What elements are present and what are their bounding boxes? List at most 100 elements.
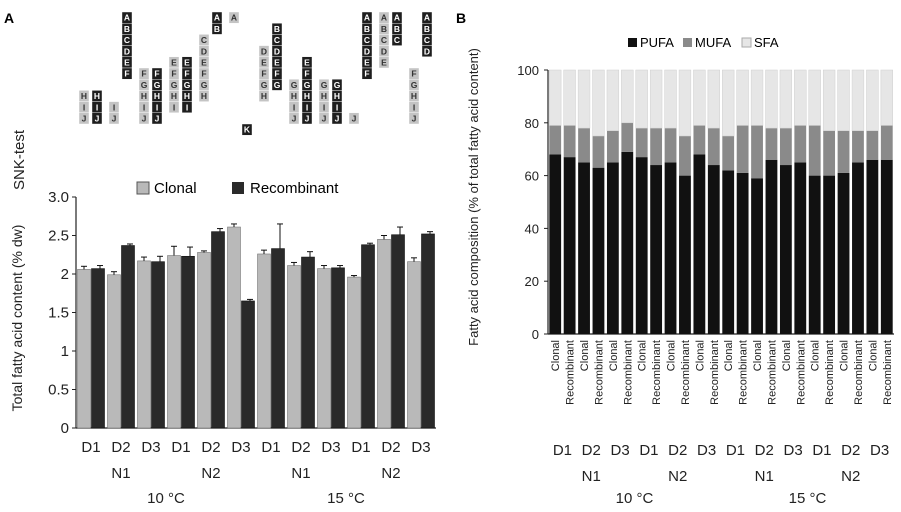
bar-recombinant: [301, 256, 315, 429]
bar-pufa: [765, 159, 778, 334]
snk-letter: C: [364, 35, 370, 45]
snk-letter: F: [261, 69, 266, 79]
snk-letter: B: [214, 24, 220, 34]
d-label-b: D1: [553, 442, 572, 459]
bar-mufa: [736, 125, 749, 173]
snk-letter: B: [274, 24, 280, 34]
snk-letter: I: [83, 102, 85, 112]
snk-letter: C: [394, 35, 400, 45]
bar-pufa: [592, 167, 605, 334]
d-label-b: D3: [783, 442, 802, 459]
bar-pufa: [779, 165, 792, 334]
snk-letter: H: [411, 91, 417, 101]
snk-letter: E: [184, 58, 190, 68]
legend-pufa-label: PUFA: [640, 35, 674, 50]
bar-pufa: [650, 165, 663, 334]
snk-letter: B: [424, 24, 430, 34]
snk-letter: G: [304, 80, 311, 90]
x-tick-label-b: Clonal: [810, 340, 822, 371]
bar-sfa: [649, 69, 663, 129]
snk-letter: A: [124, 13, 130, 23]
y-tick-label-a: 2: [61, 266, 69, 283]
snk-letter: F: [274, 69, 279, 79]
snk-cell: [228, 11, 240, 24]
snk-letter: E: [261, 58, 267, 68]
snk-letter: I: [293, 102, 295, 112]
snk-letter: I: [336, 102, 338, 112]
y-tick-label-b: 100: [517, 63, 539, 78]
bar-mufa: [837, 130, 850, 173]
snk-letter: E: [124, 58, 130, 68]
y-tick-label-b: 0: [532, 327, 539, 342]
d-label-b: D3: [870, 442, 889, 459]
bar-pufa: [736, 172, 749, 334]
bar-mufa: [751, 125, 763, 179]
n-label-b: N2: [668, 468, 687, 485]
bar-pufa: [679, 175, 691, 334]
snk-letter: J: [82, 114, 87, 124]
x-tick-label-b: Recombinant: [824, 340, 836, 405]
x-tick-label-b: Recombinant: [651, 340, 663, 405]
snk-letter: E: [381, 58, 387, 68]
bar-clonal: [167, 255, 181, 429]
snk-letter: A: [424, 13, 430, 23]
x-tick-label-a: D3: [321, 439, 340, 456]
x-tick-label-a: D2: [381, 439, 400, 456]
bar-sfa: [837, 69, 850, 131]
snk-letter: J: [335, 114, 340, 124]
snk-letter: D: [381, 46, 387, 56]
snk-letter: I: [186, 102, 188, 112]
x-tick-label-b: Clonal: [723, 340, 735, 371]
snk-letter: J: [142, 114, 147, 124]
snk-cell: [108, 112, 120, 125]
bar-pufa: [866, 159, 879, 334]
snk-letter: D: [124, 46, 130, 56]
snk-letter: F: [411, 69, 416, 79]
x-tick-label-b: Clonal: [608, 340, 620, 371]
bar-pufa: [635, 157, 648, 334]
x-tick-label-b: Recombinant: [738, 340, 750, 405]
bar-sfa: [592, 69, 605, 137]
snk-letter: C: [124, 35, 130, 45]
bar-recombinant: [331, 267, 345, 429]
y-tick-label-a: 0.5: [48, 382, 69, 399]
bar-sfa: [866, 69, 879, 131]
snk-letter: H: [321, 91, 327, 101]
x-tick-label-b: Clonal: [637, 340, 649, 371]
snk-letter: I: [96, 102, 98, 112]
x-tick-label-a: D3: [141, 439, 160, 456]
snk-letter: B: [364, 24, 370, 34]
x-tick-label-b: Clonal: [839, 340, 851, 371]
bar-pufa: [621, 151, 634, 334]
snk-letter: J: [305, 114, 310, 124]
snk-letter: F: [184, 69, 189, 79]
n-label-a: N1: [291, 465, 310, 482]
snk-letter: F: [124, 69, 129, 79]
snk-letter: E: [274, 58, 280, 68]
bar-mufa: [794, 125, 807, 163]
snk-letter: F: [171, 69, 176, 79]
bar-sfa: [822, 69, 836, 131]
snk-letter: F: [201, 69, 206, 79]
x-tick-label-b: Clonal: [550, 340, 562, 371]
bar-sfa: [779, 69, 793, 129]
d-label-b: D2: [582, 442, 601, 459]
bar-pufa: [578, 162, 590, 334]
bar-mufa: [606, 130, 619, 163]
snk-letter: H: [154, 91, 160, 101]
legend-mufa-swatch: [683, 38, 692, 47]
x-tick-label-b: Clonal: [867, 340, 879, 371]
snk-letter: A: [231, 13, 237, 23]
y-tick-label-a: 2.5: [48, 228, 69, 245]
x-tick-label-a: D2: [291, 439, 310, 456]
n-label-a: N2: [201, 465, 220, 482]
snk-cell: [138, 112, 150, 125]
snk-letter: F: [154, 69, 159, 79]
x-tick-label-a: D2: [201, 439, 220, 456]
bar-sfa: [808, 69, 821, 126]
snk-cell: [408, 112, 420, 125]
snk-letter: C: [424, 35, 430, 45]
snk-cell: [318, 112, 330, 125]
